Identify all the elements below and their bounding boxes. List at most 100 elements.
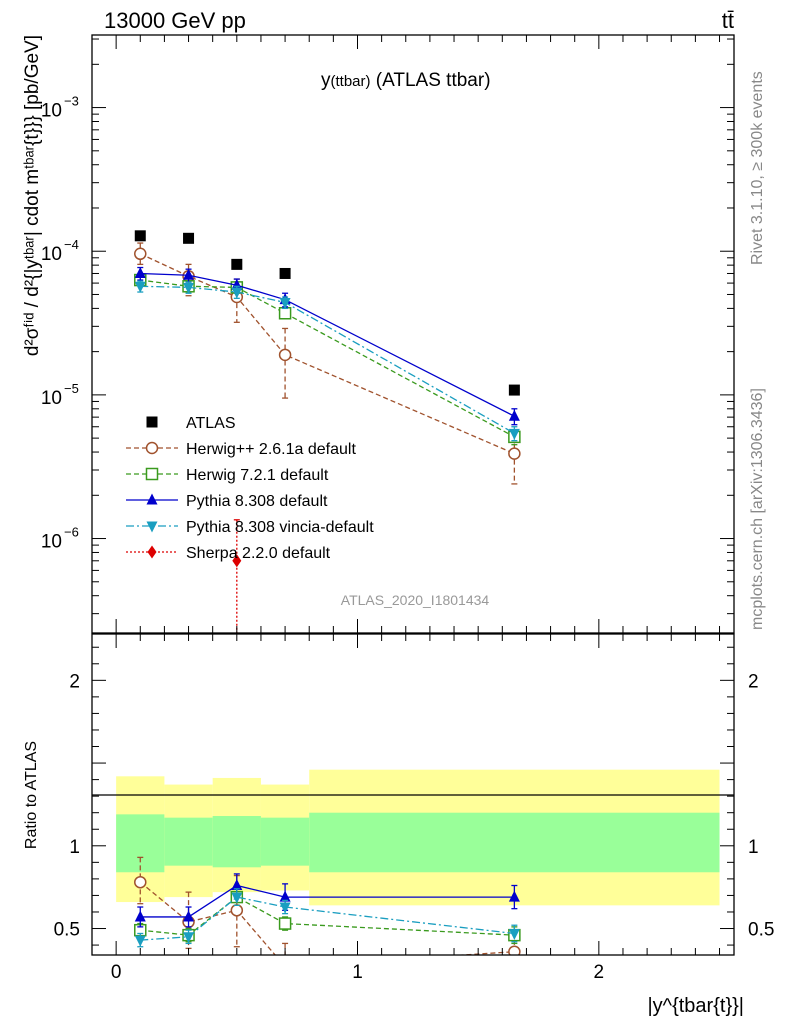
- main-ytick-exponent: −3: [64, 94, 79, 109]
- ratio-xtick-label: 2: [594, 962, 605, 983]
- ratio-xlabel: |y^{tbar{t}}|: [647, 995, 744, 1017]
- analysis-id: ATLAS_2020_I1801434: [341, 592, 490, 608]
- main-point-herwigpp: [278, 348, 292, 362]
- legend-label-atlas: ATLAS: [186, 415, 236, 432]
- ratio-point-pythia: [134, 910, 146, 922]
- main-line-herwig7: [140, 279, 515, 438]
- ratio-frame: [91, 633, 735, 956]
- main-point-vincia: [134, 281, 146, 293]
- ratio-point-vincia: [231, 892, 243, 904]
- ratio-point-vincia: [134, 935, 146, 947]
- ratio-ytick-label-left: 2: [69, 671, 80, 692]
- ratio-band-inner: [116, 814, 165, 873]
- ratio-point-pythia: [183, 910, 195, 922]
- legend-entry-herwigpp: Herwig++ 2.6.1a default: [126, 441, 356, 458]
- ratio-point-herwig7: [278, 917, 292, 930]
- main-ytick-label: 10: [41, 101, 62, 122]
- legend-marker-vincia: [146, 521, 158, 533]
- main-point-atlas: [134, 230, 146, 242]
- legend-marker-herwig7: [145, 467, 159, 481]
- main-point-pythia: [508, 409, 520, 421]
- legend-marker-sherpa: [147, 545, 157, 559]
- main-frame: [91, 34, 735, 634]
- main-line-vincia: [140, 285, 515, 434]
- ratio-ytick-label-right: 1: [748, 837, 759, 858]
- ratio-band-inner: [212, 816, 261, 868]
- ratio-ytick-label-left: 1: [69, 837, 80, 858]
- main-point-pythia: [231, 278, 243, 290]
- legend-entry-vincia: Pythia 8.308 vincia-default: [126, 519, 374, 536]
- main-ylabel: d²σᶠⁱᵈ / d²{|yᵗᵇᵃʳ| cdot mᵗᵇᵃʳ{t}}} [pb/…: [22, 35, 43, 356]
- mcplots-credit-text: mcplots.cern.ch [arXiv:1306.3436]: [749, 388, 766, 630]
- main-point-vincia: [183, 282, 195, 294]
- ratio-ytick-label-left: 0.5: [54, 920, 80, 941]
- legend-marker-atlas: [146, 416, 158, 428]
- main-series-vincia: [134, 280, 520, 442]
- main-point-vincia: [231, 287, 243, 299]
- main-point-herwig7: [278, 307, 292, 320]
- legend-label-pythia: Pythia 8.308 default: [186, 493, 328, 510]
- ratio-point-pythia: [279, 890, 291, 902]
- ratio-series-pythia: [134, 873, 520, 928]
- main-ytick-label: 10: [41, 388, 62, 409]
- plot-title-suffix: (ATLAS ttbar): [371, 70, 491, 91]
- ratio-point-herwigpp: [280, 961, 291, 972]
- main-panel: 10−610−510−410−3 y(ttbar) (ATLAS ttbar) …: [22, 34, 735, 634]
- legend-entry-sherpa: Sherpa 2.2.0 default: [126, 545, 331, 562]
- ratio-point-pythia: [508, 890, 520, 902]
- ratio-line-herwig7: [140, 896, 515, 936]
- legend-entry-pythia: Pythia 8.308 default: [126, 493, 328, 510]
- legend-entry-atlas: ATLAS: [146, 415, 236, 432]
- ratio-point-vincia: [279, 902, 291, 914]
- main-point-herwigpp: [508, 447, 521, 460]
- ratio-band-inner: [309, 812, 720, 873]
- main-point-atlas: [231, 258, 243, 270]
- plot-title-y: y: [321, 70, 331, 91]
- legend-label-sherpa: Sherpa 2.2.0 default: [186, 545, 331, 562]
- main-point-pythia: [183, 268, 195, 280]
- main-ytick-exponent: −4: [64, 237, 79, 252]
- ratio-ylabel: Ratio to ATLAS: [23, 741, 40, 849]
- main-point-atlas: [183, 232, 195, 244]
- ratio-point-vincia: [183, 932, 195, 944]
- main-line-pythia: [140, 272, 515, 417]
- ratio-ytick-label-right: 0.5: [748, 920, 774, 941]
- ratio-series-vincia: [134, 888, 520, 948]
- main-point-herwigpp: [134, 247, 147, 261]
- main-point-vincia: [508, 428, 520, 440]
- legend-marker-herwigpp: [145, 441, 159, 455]
- main-point-sherpa: [232, 554, 242, 568]
- ratio-xtick-label: 1: [352, 962, 363, 983]
- plot-title: y(ttbar) (ATLAS ttbar): [321, 70, 491, 91]
- main-point-atlas: [508, 384, 520, 396]
- ratio-line-vincia: [140, 896, 515, 941]
- legend-label-herwig7: Herwig 7.2.1 default: [186, 467, 329, 484]
- ratio-point-herwigpp: [230, 904, 244, 917]
- ratio-band-inner: [260, 817, 310, 866]
- main-ytick-label: 10: [41, 244, 62, 265]
- legend-entry-herwig7: Herwig 7.2.1 default: [126, 467, 329, 484]
- plot-title-sub: (ttbar): [331, 73, 371, 90]
- legend-marker-pythia: [146, 493, 158, 505]
- ratio-xtick-label: 0: [111, 962, 122, 983]
- ratio-panel: 0.5 0.5 1 1 2 2 0 1 2 Ratio to ATLAS |y^{tbar{t}…: [23, 633, 774, 1017]
- main-series-sherpa: [232, 519, 242, 633]
- main-ytick-exponent: −5: [64, 381, 79, 396]
- main-ytick-label: 10: [41, 532, 62, 553]
- header-right-title: tt̄: [722, 8, 734, 33]
- ratio-point-vincia: [508, 928, 520, 940]
- header-left-title: 13000 GeV pp: [104, 8, 246, 33]
- ratio-point-herwigpp: [508, 945, 521, 955]
- ratio-band-inner: [164, 817, 213, 866]
- legend-label-vincia: Pythia 8.308 vincia-default: [186, 519, 374, 536]
- ratio-ytick-label-right: 2: [748, 671, 759, 692]
- legend-label-herwigpp: Herwig++ 2.6.1a default: [186, 441, 356, 458]
- main-series-atlas: [134, 230, 520, 396]
- main-point-vincia: [279, 297, 291, 309]
- legend: ATLAS Herwig++ 2.6.1a default Herwig 7.2.1…: [126, 415, 374, 562]
- main-point-pythia: [134, 266, 146, 278]
- main-ytick-exponent: −6: [64, 525, 79, 540]
- ratio-point-pythia: [231, 879, 243, 891]
- ratio-point-herwigpp: [134, 875, 147, 889]
